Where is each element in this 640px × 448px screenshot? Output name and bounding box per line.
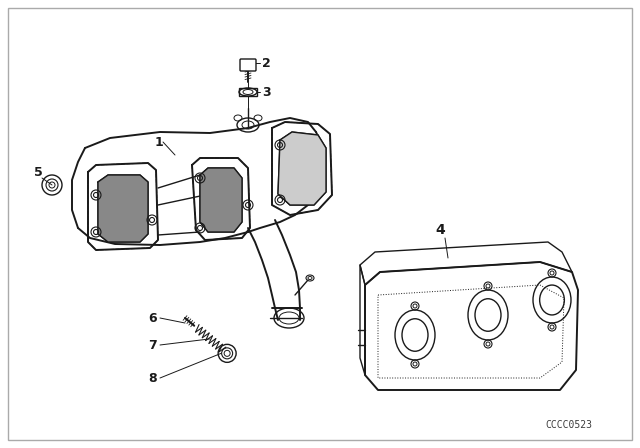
Text: 5: 5: [34, 165, 43, 178]
Text: 2: 2: [262, 56, 271, 69]
Polygon shape: [200, 168, 242, 232]
Text: CCCC0523: CCCC0523: [545, 420, 592, 430]
Text: 4: 4: [435, 223, 445, 237]
Text: 8: 8: [148, 371, 157, 384]
Text: 1: 1: [155, 135, 164, 148]
Polygon shape: [278, 132, 326, 205]
FancyBboxPatch shape: [240, 59, 256, 71]
Text: 3: 3: [262, 86, 271, 99]
Text: 7: 7: [148, 339, 157, 352]
Text: 6: 6: [148, 311, 157, 324]
FancyBboxPatch shape: [239, 88, 257, 96]
Polygon shape: [98, 175, 148, 242]
